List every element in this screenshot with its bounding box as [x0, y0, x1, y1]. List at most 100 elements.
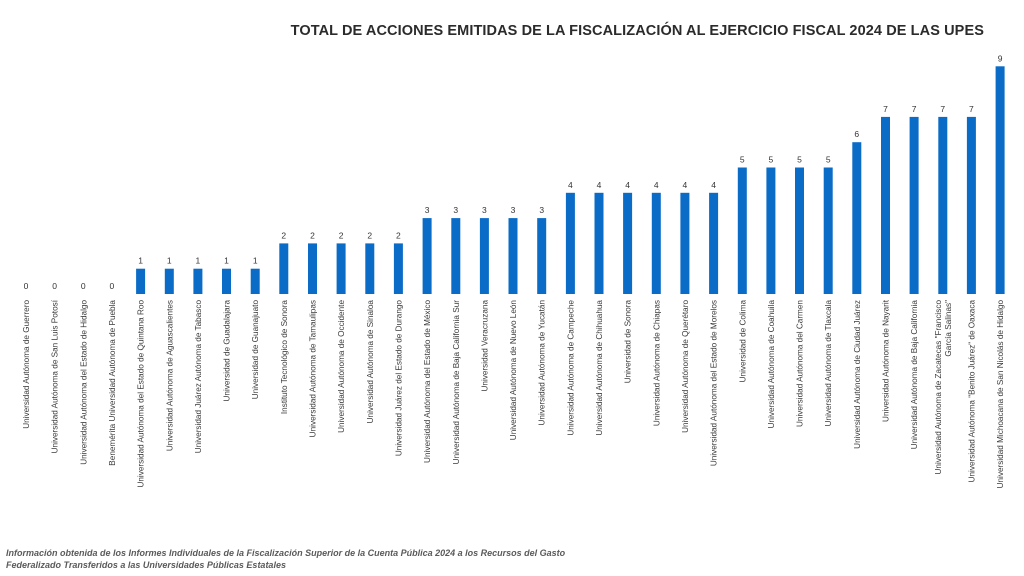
bar-22	[651, 192, 661, 294]
category-label-19: Universidad Autónoma de Campeche	[566, 300, 575, 436]
data-label-30: 7	[883, 104, 888, 114]
bar-33	[966, 116, 976, 295]
category-label-4: Universidad Autónoma del Estado de Quint…	[137, 300, 146, 488]
data-label-31: 7	[912, 104, 917, 114]
category-label-23: Universidad Autónoma de Querétaro	[681, 300, 690, 433]
data-label-22: 4	[654, 180, 659, 190]
category-label-16: Universidad Veracruzana	[480, 300, 489, 392]
category-label-30: Universidad Autónoma de Nayarit	[882, 299, 891, 422]
bar-16	[479, 218, 489, 294]
bar-28	[823, 167, 833, 294]
footnote-line-2: Federalizado Transferidos a las Universi…	[6, 560, 286, 570]
bar-34	[995, 66, 1005, 294]
bar-6	[193, 268, 203, 294]
data-label-33: 7	[969, 104, 974, 114]
bar-12	[365, 243, 375, 294]
bar-32	[938, 116, 948, 295]
bar-13	[393, 243, 403, 294]
category-label-18: Universidad Autónoma de Yucatán	[538, 300, 547, 426]
data-label-24: 4	[711, 180, 716, 190]
bar-18	[537, 218, 547, 294]
bar-25	[737, 167, 747, 294]
category-label-14: Universidad Autónoma del Estado de Méxic…	[423, 300, 432, 463]
data-label-10: 2	[310, 230, 315, 240]
category-label-15: Universidad Autónoma de Baja California …	[452, 300, 461, 465]
category-label-17: Universidad Autónoma de Nuevo León	[509, 300, 518, 441]
bar-29	[852, 142, 862, 294]
bar-10	[308, 243, 317, 294]
category-label-7: Universidad de Guadalajara	[223, 300, 232, 402]
bar-5	[164, 268, 174, 294]
bar-19	[565, 192, 575, 294]
bar-26	[766, 167, 776, 294]
category-label-12: Universidad Autónoma de Sinaloa	[366, 300, 375, 424]
data-label-19: 4	[568, 180, 573, 190]
data-label-6: 1	[196, 256, 201, 266]
footnote-line-1: Información obtenida de los Informes Ind…	[6, 548, 566, 558]
category-label-1: Universidad Autónoma de San Luis Potosí	[51, 299, 60, 453]
data-label-26: 5	[769, 155, 774, 165]
category-label-3: Benemérita Universidad Autónoma de Puebl…	[108, 300, 117, 466]
category-label-13: Universidad Juárez del Estado de Durango	[394, 300, 403, 457]
bar-27	[795, 167, 804, 294]
bar-21	[623, 192, 633, 294]
data-label-20: 4	[597, 180, 602, 190]
bar-17	[508, 218, 518, 294]
data-label-32: 7	[940, 104, 945, 114]
data-label-0: 0	[24, 281, 29, 291]
chart-title: TOTAL DE ACCIONES EMITIDAS DE LA FISCALI…	[290, 23, 984, 39]
category-label-32: Universidad Autónoma de Zacatecas "Franc…	[934, 300, 953, 475]
data-label-14: 3	[425, 205, 430, 215]
data-label-11: 2	[339, 230, 344, 240]
data-label-12: 2	[367, 230, 372, 240]
bar-23	[680, 192, 690, 294]
data-label-16: 3	[482, 205, 487, 215]
bar-31	[909, 116, 919, 295]
data-label-3: 0	[110, 281, 115, 291]
data-label-17: 3	[511, 205, 516, 215]
category-label-24: Universidad Autónoma del Estado de Morel…	[710, 300, 719, 466]
category-label-11: Universidad Autónoma de Occidente	[337, 300, 346, 433]
bar-24	[709, 192, 719, 294]
category-label-21: Universidad de Sonora	[624, 300, 633, 384]
category-label-10: Universidad Autónoma de Tamaulipas	[309, 300, 318, 437]
source-footnote: Información obtenida de los Informes Ind…	[6, 547, 565, 571]
bar-14	[422, 218, 432, 294]
bar-30	[881, 116, 890, 295]
bar-11	[336, 243, 346, 294]
bar-9	[279, 243, 289, 294]
category-label-6: Universidad Juárez Autónoma de Tabasco	[194, 300, 203, 454]
data-label-4: 1	[138, 256, 143, 266]
category-label-26: Universidad Autónoma de Coahuila	[767, 300, 776, 429]
data-label-2: 0	[81, 281, 86, 291]
data-label-34: 9	[998, 53, 1003, 63]
data-label-21: 4	[625, 180, 630, 190]
category-label-2: Universidad Autónoma del Estado de Hidal…	[79, 300, 88, 465]
data-label-28: 5	[826, 155, 831, 165]
data-label-1: 0	[52, 281, 57, 291]
category-label-9: Instituto Tecnológico de Sonora	[280, 300, 289, 415]
data-label-27: 5	[797, 155, 802, 165]
data-label-23: 4	[683, 180, 688, 190]
bar-8	[250, 268, 260, 294]
data-label-29: 6	[854, 129, 859, 139]
bar-15	[451, 218, 461, 294]
category-label-28: Universidad Autónoma de Tlaxcala	[824, 300, 833, 427]
category-label-25: Universidad de Colima	[738, 300, 747, 383]
category-label-5: Universidad Autónoma de Aguascalientes	[165, 300, 174, 451]
category-label-8: Universidad de Guanajuato	[251, 300, 260, 400]
data-label-8: 1	[253, 256, 258, 266]
data-label-7: 1	[224, 256, 229, 266]
category-label-0: Universidad Autónoma de Guerrero	[22, 300, 31, 429]
category-label-20: Universidad Autónoma de Chihuahua	[595, 300, 604, 436]
bar-4	[136, 268, 146, 294]
category-label-22: Universidad Autónoma de Chiapas	[652, 300, 661, 426]
category-label-33: Universidad Autónoma "Benito Juárez" de …	[967, 300, 976, 483]
category-label-34: Universidad Michoacana de San Nicolás de…	[996, 300, 1005, 489]
data-label-15: 3	[453, 205, 458, 215]
data-label-9: 2	[281, 230, 286, 240]
category-label-27: Universidad Autónoma del Carmen	[796, 300, 805, 427]
data-label-5: 1	[167, 256, 172, 266]
data-label-25: 5	[740, 155, 745, 165]
